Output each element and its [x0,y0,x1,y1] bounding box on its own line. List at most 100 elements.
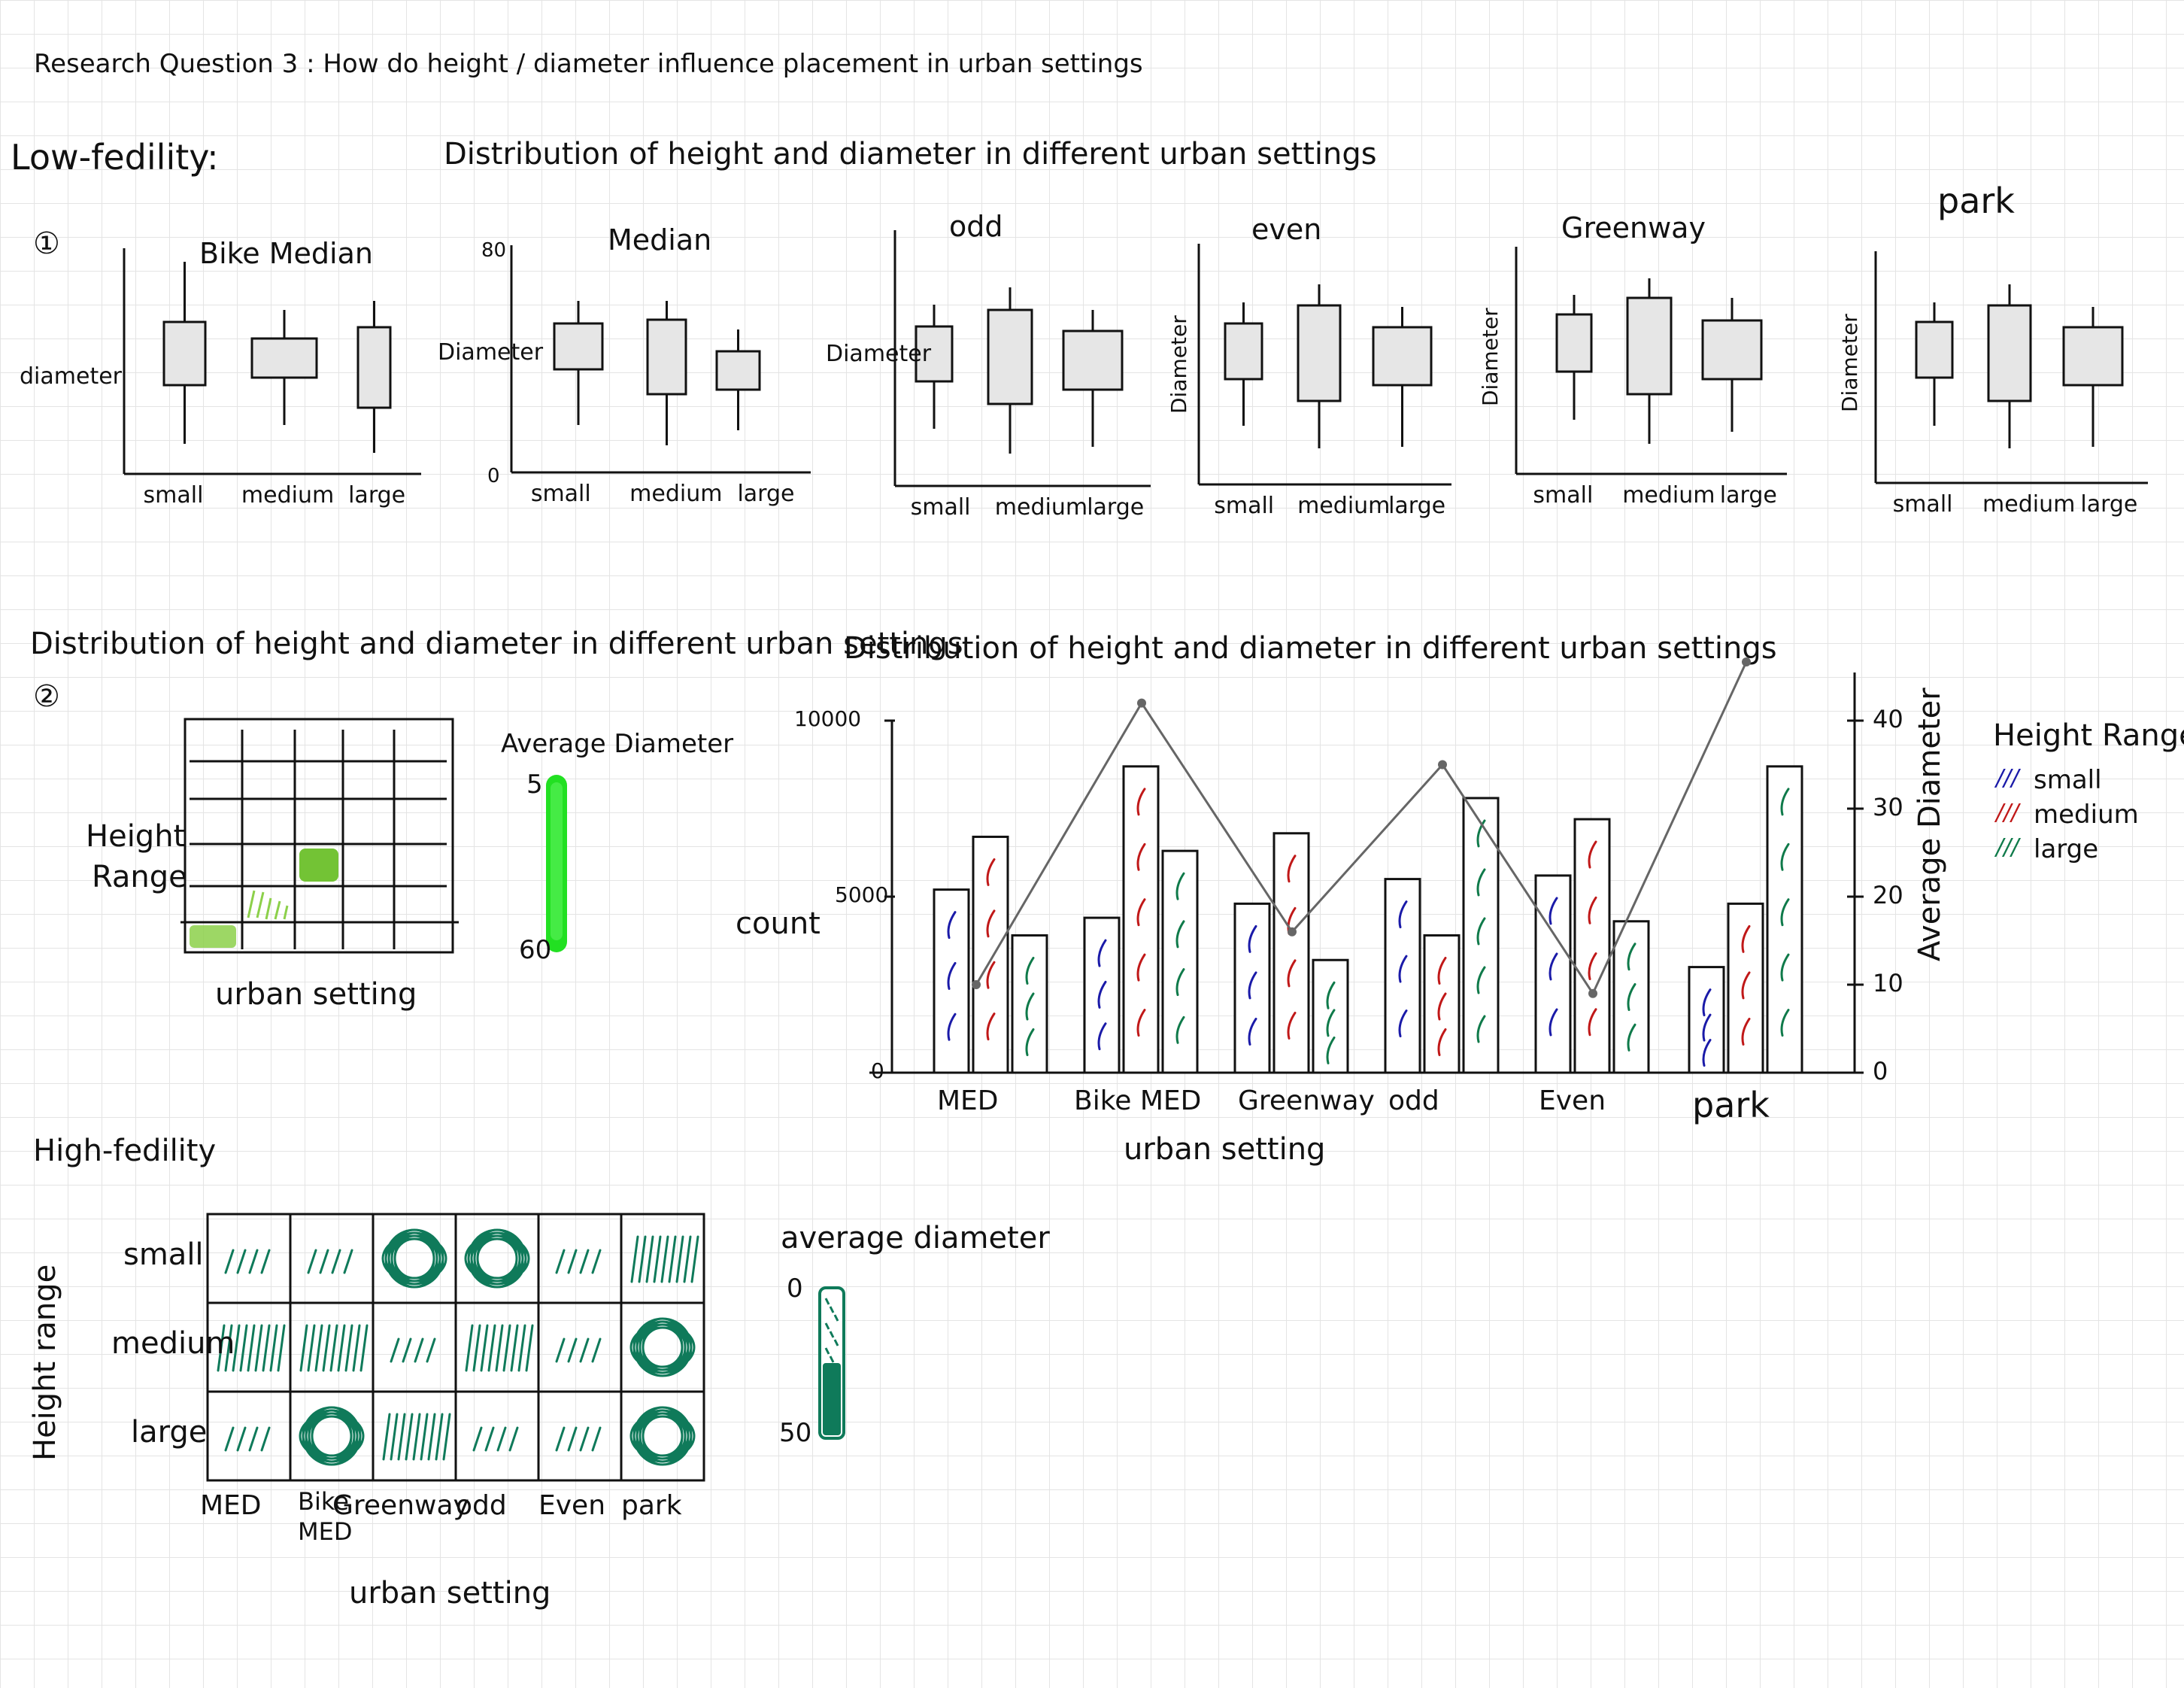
combo-line-point [1438,760,1447,770]
box-chart-category-label: medium [629,481,723,507]
box-plot-box [2062,326,2124,387]
combo-legend-title: Height Range [1993,718,2184,753]
box-chart-category-label: small [530,481,591,507]
combo-bar-hatch [1549,897,1558,1037]
heatmap-ylabel-line2: Range [92,860,187,894]
box-plot-box [1555,313,1593,373]
hf-heatmap-cell [299,1324,369,1372]
section2-number: ② [33,679,60,714]
combo-category-label: Greenway [1238,1085,1375,1116]
combo-bar-hatch [1627,943,1636,1052]
heatmap-ylabel-line1: Height [86,819,186,854]
box-chart-category-label: small [1214,493,1275,519]
box-chart-y-tick: 0 [487,465,500,487]
box-plot-box [553,322,604,371]
box-chart-category-label: small [1892,491,1953,518]
hf-diameter-legend-fill [823,1363,841,1435]
box-plot-box [1701,319,1763,381]
combo-bar-hatch [1136,788,1146,1037]
combo-bar-medium [1272,832,1310,1074]
box-plot-box [1224,322,1263,381]
combo-bar-hatch [1588,840,1597,1037]
box-chart-title: odd [949,210,1003,243]
section1-number: ① [33,226,60,261]
heatmap-frame [184,718,454,954]
combo-right-tick-label: 0 [1873,1057,1888,1085]
combo-bar-large [1161,849,1199,1074]
hf-legend-bottom: 50 [779,1418,812,1448]
section2-heading: Distribution of height and diameter in d… [30,627,963,661]
box-chart-category-label: large [1388,493,1446,519]
box-chart-category-label: medium [1297,493,1391,519]
hf-legend-title: average diameter [781,1221,1050,1255]
box-chart-title: Greenway [1561,211,1706,244]
hf-row-label: medium [111,1326,235,1361]
box-chart-category-label: large [348,482,406,509]
heatmap-cell-hatch [247,890,289,920]
hf-col-label: Bike [298,1487,349,1516]
hf-heatmap-cell [472,1426,519,1452]
combo-bar-small [1534,874,1572,1074]
hf-ylabel: Height range [28,1264,62,1461]
combo-chart-heading: Distribution of height and diameter in d… [844,631,1777,666]
combo-bar-hatch [1175,872,1185,1044]
hf-col-label: odd [456,1490,507,1521]
combo-bar-hatch [1025,956,1035,1056]
combo-bar-medium [1122,765,1160,1074]
diameter-legend-bottom: 60 [519,935,552,965]
hf-heatmap-cell [217,1324,286,1372]
box-plot-box [646,318,687,396]
combo-bar-medium [972,835,1009,1074]
combo-bar-medium [1573,818,1611,1074]
combo-left-tick-label: 10000 [794,706,862,731]
combo-category-label: odd [1388,1085,1439,1116]
box-plot-box [987,308,1033,405]
combo-legend-label: medium [2034,800,2139,830]
combo-left-tick-label: 0 [871,1058,884,1083]
hf-heatmap-cell [307,1249,353,1274]
combo-bar-hatch [1248,924,1257,1046]
combo-xlabel: urban setting [1124,1132,1326,1167]
hf-heatmap-cell [299,1406,365,1466]
box-chart-title: Bike Median [199,237,373,270]
hf-heatmap-cell [464,1228,530,1289]
box-chart-category-label: medium [241,482,335,509]
page-title: Research Question 3 : How do height / di… [34,49,1143,79]
combo-bar-hatch [1097,939,1107,1051]
box-plot-box [715,350,761,391]
box-plot-box [162,320,207,387]
heatmap-cell-filled [190,925,236,948]
combo-ylabel-left: count [736,906,821,941]
combo-bar-hatch [1780,788,1790,1037]
combo-bar-hatch [1437,956,1447,1056]
box-chart-category-label: large [1087,494,1145,521]
combo-legend-swatch: /// [1996,765,2019,791]
box-chart-category-label: large [737,481,795,507]
hf-heatmap-cell [382,1413,451,1461]
hf-col-label: MED [200,1490,262,1521]
box-chart-category-label: small [1533,482,1594,509]
combo-bar-small [1083,916,1121,1074]
hf-col-label: MED [298,1517,353,1546]
combo-line-point [1288,927,1297,937]
box-chart-category-label: large [1719,482,1777,509]
box-chart-category-label: large [2080,491,2138,518]
combo-left-tick-label: 5000 [835,882,889,907]
box-plot-box [1372,326,1433,387]
box-plot-box [356,326,392,409]
combo-line-average-diameter [975,661,1748,996]
diameter-legend-top: 5 [526,770,543,800]
box-chart-ylabel: Diameter [438,339,544,366]
hf-heatmap-cell [381,1228,447,1289]
combo-bar-hatch [1702,988,1712,1067]
hf-heatmap-cell [224,1426,271,1452]
box-chart-category-label: medium [1982,491,2076,518]
hf-heatmap-cell [224,1249,271,1274]
combo-right-tick-label: 40 [1873,705,1903,733]
high-fidelity-label: High-fedility [33,1134,217,1168]
box-plot-box [1987,304,2032,402]
combo-right-tick-label: 30 [1873,793,1903,821]
